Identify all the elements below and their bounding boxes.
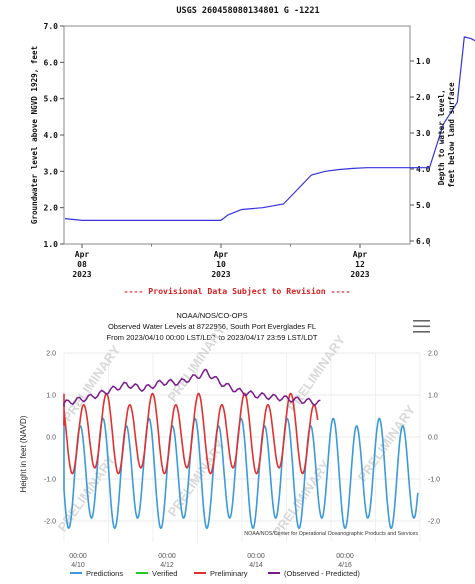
legend-label[interactable]: (Observed - Predicted) <box>284 569 360 578</box>
noaa-x-tick-label: 00:00 4/14 <box>247 553 265 569</box>
preliminary-watermark-text: PRELIMINARY <box>59 342 123 424</box>
preliminary-watermark-text: PRELIMINARY <box>164 437 228 519</box>
usgs-left-tick-label: 3.0 <box>44 167 59 176</box>
noaa-legend: Predictions Verified Preliminary (Observed … <box>70 569 360 578</box>
usgs-right-axis-ticks: 1.0 2.0 3.0 4.0 5.0 6.0 <box>410 57 431 246</box>
usgs-x-tick-label-line: 2023 <box>211 270 230 279</box>
noaa-x-tick-label-line: 00:00 <box>158 553 176 560</box>
noaa-x-axis-ticks: 00:00 4/10 00:00 4/12 00:00 4/14 00:00 4/16 <box>69 553 354 569</box>
noaa-y-tick-label: 2.0 <box>46 351 56 358</box>
noaa-x-tick-label: 00:00 4/16 <box>336 553 354 569</box>
legend-label[interactable]: Verified <box>152 569 177 578</box>
noaa-y-tick-label: 0.0 <box>46 435 56 442</box>
noaa-y-tick-label-right: -1.0 <box>428 477 440 484</box>
noaa-x-tick-label-line: 00:00 <box>69 553 87 560</box>
usgs-x-tick-label-line: 2023 <box>72 270 91 279</box>
noaa-series-lines <box>63 368 419 530</box>
series-line-observed-minus-predicted <box>63 368 321 407</box>
noaa-credit-text: NOAA/NOS/Center for Operational Oceanogr… <box>244 531 418 537</box>
noaa-y-tick-label: -1.0 <box>44 477 56 484</box>
usgs-plot-area <box>63 25 411 245</box>
usgs-left-tick-label: 7.0 <box>44 22 59 31</box>
noaa-water-level-chart: NOAA/NOS/CO-OPS Observed Water Levels at… <box>19 311 440 578</box>
noaa-x-tick-label-line: 00:00 <box>247 553 265 560</box>
usgs-chart-title: USGS 260458080134801 G -1221 <box>176 6 319 16</box>
legend-label[interactable]: Predictions <box>86 569 123 578</box>
noaa-chart-subtitle-station: Observed Water Levels at 8722956, South … <box>108 322 316 331</box>
usgs-right-tick-label: 3.0 <box>416 129 431 138</box>
usgs-right-tick-label: 4.0 <box>416 165 431 174</box>
noaa-y-tick-label-right: 2.0 <box>428 351 438 358</box>
noaa-y-tick-label-right: 0.0 <box>428 435 438 442</box>
noaa-y-tick-label: 1.0 <box>46 393 56 400</box>
usgs-x-tick-label-line: Apr <box>75 250 90 259</box>
provisional-data-footnote: ---- Provisional Data Subject to Revisio… <box>124 286 351 296</box>
usgs-right-tick-label: 5.0 <box>416 201 431 210</box>
noaa-x-tick-label-line: 4/16 <box>338 562 352 569</box>
noaa-x-tick-label-line: 4/12 <box>160 562 174 569</box>
usgs-left-tick-label: 6.0 <box>44 58 59 67</box>
usgs-x-tick-label-line: 10 <box>216 260 226 269</box>
noaa-y-tick-label: -2.0 <box>44 519 56 526</box>
usgs-x-tick-label: Apr 08 2023 <box>72 250 91 279</box>
usgs-x-tick-label-line: 08 <box>77 260 87 269</box>
hamburger-menu-icon[interactable] <box>410 316 432 336</box>
noaa-x-tick-label-line: 00:00 <box>336 553 354 560</box>
usgs-right-axis-label: Depth to water level, feet below land su… <box>437 82 456 188</box>
usgs-left-tick-label: 4.0 <box>44 131 59 140</box>
preliminary-watermark-text: PRELIMINARY <box>284 332 348 414</box>
usgs-left-axis-ticks: 1.0 2.0 3.0 4.0 5.0 6.0 7.0 <box>44 22 64 249</box>
usgs-left-tick-label: 2.0 <box>44 204 59 213</box>
series-line-preliminary <box>63 392 319 475</box>
usgs-right-axis-label-line2: feet below land surface <box>447 82 456 188</box>
usgs-x-tick-label: Apr 10 2023 <box>211 250 230 279</box>
noaa-chart-title: NOAA/NOS/CO-OPS <box>176 311 247 320</box>
noaa-y-tick-label-right: 1.0 <box>428 393 438 400</box>
noaa-x-tick-label-line: 4/14 <box>249 562 263 569</box>
usgs-groundwater-line <box>64 36 475 221</box>
usgs-right-tick-label: 2.0 <box>416 93 431 102</box>
usgs-x-tick-label-line: Apr <box>353 250 368 259</box>
usgs-x-tick-label-line: Apr <box>214 250 229 259</box>
noaa-x-tick-label-line: 4/10 <box>71 562 85 569</box>
noaa-x-tick-label: 00:00 4/10 <box>69 553 87 569</box>
usgs-right-axis-label-line1: Depth to water level, <box>437 89 446 185</box>
noaa-x-tick-label: 00:00 4/12 <box>158 553 176 569</box>
preliminary-watermark: PRELIMINARY PRELIMINARY PRELIMINARYPRELIMI… <box>54 322 418 539</box>
noaa-y-axis-label: Height in feet (NAVD) <box>19 415 28 492</box>
usgs-x-tick-label: Apr 12 2023 <box>350 250 369 279</box>
usgs-x-tick-label-line: 12 <box>355 260 365 269</box>
usgs-left-axis-label: Groundwater level above NGVD 1929, feet <box>30 46 39 224</box>
noaa-y-tick-label-right: -2.0 <box>428 519 440 526</box>
usgs-left-tick-label: 1.0 <box>44 240 59 249</box>
usgs-right-tick-label: 6.0 <box>416 237 431 246</box>
noaa-chart-subtitle-daterange: From 2023/04/10 00:00 LST/LDT to 2023/04… <box>107 333 318 342</box>
usgs-gridlines <box>151 244 430 247</box>
usgs-x-tick-label-line: 2023 <box>350 270 369 279</box>
usgs-x-axis-ticks: Apr082023Apr102023Apr122023Apr142023Apr1… <box>72 244 370 279</box>
usgs-right-tick-label: 1.0 <box>416 57 431 66</box>
noaa-y-axis-ticks: -2.0 -2.0 -1.0 -1.0 0.0 0.0 1.0 1.0 2.0 2.0 <box>44 351 440 526</box>
usgs-groundwater-chart: USGS 260458080134801 G -1221 1.0 2.0 3.0 4.… <box>30 6 475 296</box>
legend-label[interactable]: Preliminary <box>210 569 248 578</box>
usgs-left-tick-label: 5.0 <box>44 95 59 104</box>
